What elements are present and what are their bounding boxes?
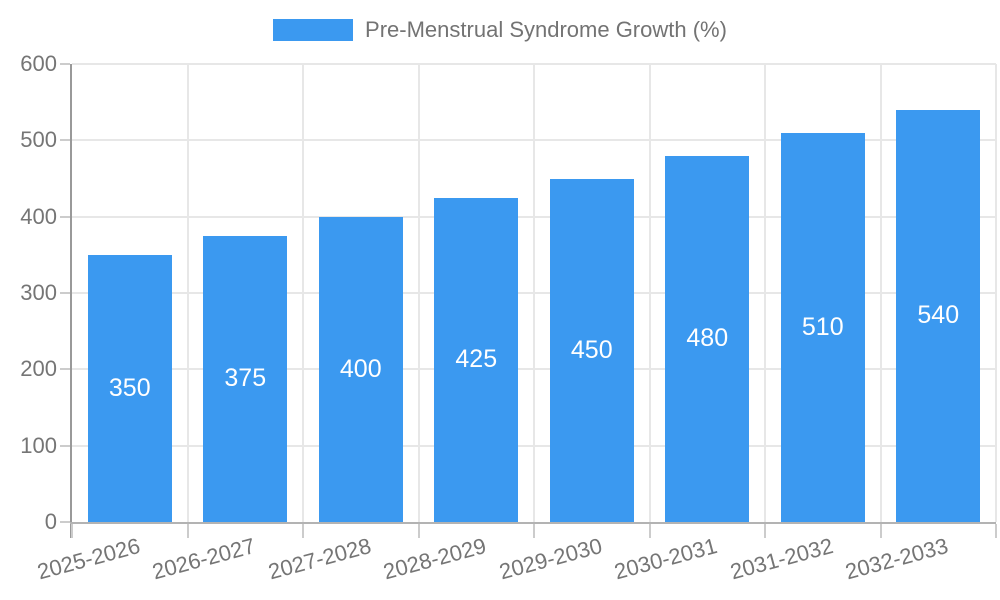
x-axis-tick — [764, 524, 766, 538]
y-axis-label: 400 — [20, 203, 57, 229]
bar-value-label: 540 — [917, 301, 960, 330]
x-axis-line — [70, 522, 996, 524]
x-axis-tick — [995, 524, 997, 538]
y-axis-tick — [60, 444, 70, 447]
legend-label: Pre-Menstrual Syndrome Growth (%) — [365, 17, 727, 42]
y-axis-tick — [60, 292, 70, 294]
bar-2028-2029[interactable]: 425 — [434, 197, 519, 522]
x-axis-label: 2026-2027 — [149, 533, 258, 585]
x-axis-label: 2032-2033 — [842, 533, 951, 585]
bar-value-label: 400 — [339, 354, 382, 383]
x-axis-label: 2029-2030 — [496, 533, 605, 585]
y-axis-tick — [60, 63, 70, 65]
x-axis-tick — [417, 524, 420, 538]
y-axis-label: 200 — [20, 356, 57, 382]
v-gridline — [417, 64, 420, 522]
y-axis-tick — [60, 521, 70, 523]
x-axis-tick — [302, 524, 304, 538]
y-axis-label: 100 — [20, 432, 57, 458]
bar-2025-2026[interactable]: 350 — [87, 254, 172, 522]
v-gridline — [764, 64, 766, 522]
v-gridline — [533, 64, 535, 522]
bar-value-label: 510 — [801, 312, 844, 341]
bar-value-label: 425 — [455, 345, 498, 374]
bar-value-label: 375 — [224, 364, 267, 393]
x-axis-label: 2025-2026 — [34, 533, 143, 585]
v-gridline — [995, 64, 997, 522]
y-axis-label: 300 — [20, 280, 57, 305]
x-axis-tick — [71, 524, 73, 538]
x-axis-tick — [186, 524, 189, 538]
legend-swatch — [273, 19, 354, 41]
x-axis-tick — [879, 524, 882, 538]
y-axis-label: 500 — [20, 127, 57, 153]
legend-item[interactable]: Pre-Menstrual Syndrome Growth (%) — [0, 17, 1000, 43]
bar-2027-2028[interactable]: 400 — [318, 216, 403, 522]
x-axis-label: 2031-2032 — [727, 533, 836, 585]
bar-value-label: 350 — [108, 373, 151, 402]
y-axis-line — [70, 64, 72, 538]
x-axis-label: 2027-2028 — [265, 533, 374, 585]
y-axis-tick — [60, 368, 70, 371]
v-gridline — [648, 64, 651, 522]
y-axis-label: 600 — [20, 51, 57, 76]
x-axis-tick — [648, 524, 651, 538]
v-gridline — [302, 64, 304, 522]
bar-2030-2031[interactable]: 480 — [665, 155, 750, 522]
y-axis-label: 0 — [44, 509, 57, 534]
bar-2032-2033[interactable]: 540 — [896, 109, 981, 522]
bar-2026-2027[interactable]: 375 — [203, 235, 288, 522]
x-axis-label: 2030-2031 — [611, 533, 720, 585]
bar-value-label: 450 — [570, 335, 613, 364]
bar-2029-2030[interactable]: 450 — [549, 178, 634, 522]
x-axis-tick — [533, 524, 535, 538]
v-gridline — [879, 64, 882, 522]
y-axis-tick — [60, 139, 70, 142]
x-axis-label: 2028-2029 — [380, 533, 489, 585]
y-axis-tick — [60, 215, 70, 218]
bar-value-label: 480 — [686, 324, 729, 353]
bar-2031-2032[interactable]: 510 — [780, 132, 865, 522]
v-gridline — [186, 64, 189, 522]
